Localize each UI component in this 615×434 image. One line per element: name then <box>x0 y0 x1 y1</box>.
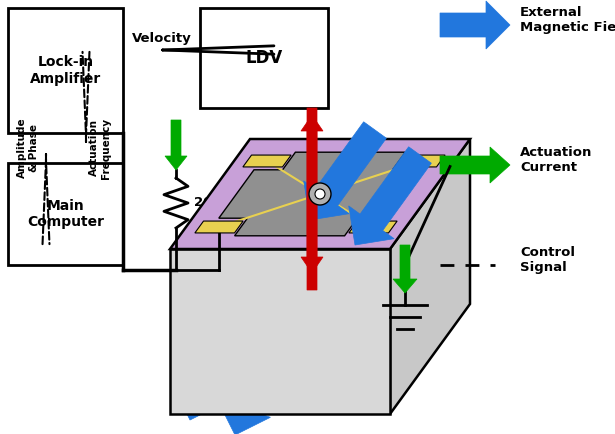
Bar <box>8 163 123 265</box>
Polygon shape <box>304 122 386 220</box>
Polygon shape <box>349 147 431 245</box>
Text: Main
Computer: Main Computer <box>27 199 104 229</box>
Polygon shape <box>440 1 510 49</box>
Polygon shape <box>170 139 470 249</box>
Text: Velocity: Velocity <box>132 32 191 45</box>
Polygon shape <box>301 108 323 273</box>
Bar <box>8 8 123 133</box>
Polygon shape <box>170 249 390 414</box>
Polygon shape <box>390 139 470 414</box>
Polygon shape <box>301 115 323 290</box>
Circle shape <box>309 183 331 205</box>
Text: 20 kΩ: 20 kΩ <box>194 197 237 210</box>
Text: Control
Signal: Control Signal <box>520 246 575 274</box>
Polygon shape <box>393 245 417 293</box>
Bar <box>200 8 328 108</box>
Polygon shape <box>165 120 187 170</box>
Text: Actuation
Current: Actuation Current <box>520 146 592 174</box>
Text: Amplitude
& Phase: Amplitude & Phase <box>17 118 39 178</box>
Polygon shape <box>397 155 445 167</box>
Polygon shape <box>195 221 243 233</box>
Polygon shape <box>217 355 273 434</box>
Text: Actuation
Frequency: Actuation Frequency <box>89 118 111 178</box>
Text: Laser: Laser <box>298 180 312 220</box>
Polygon shape <box>172 341 228 420</box>
Circle shape <box>315 189 325 199</box>
Polygon shape <box>219 152 421 236</box>
Polygon shape <box>349 221 397 233</box>
Text: Lock-in
Amplifier: Lock-in Amplifier <box>30 56 101 85</box>
Polygon shape <box>243 155 291 167</box>
Polygon shape <box>440 147 510 183</box>
Text: LDV: LDV <box>245 49 283 67</box>
Text: External
Magnetic Field: External Magnetic Field <box>520 6 615 34</box>
